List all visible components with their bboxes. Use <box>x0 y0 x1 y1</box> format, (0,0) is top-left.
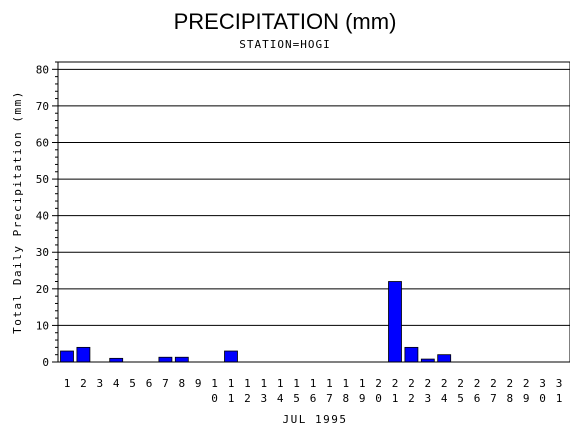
bar-day-8 <box>174 356 189 363</box>
chart-subtitle: STATION=HOGI <box>239 38 330 51</box>
x-tick-label: 7 <box>162 377 169 390</box>
x-tick-label: 5 <box>129 377 136 390</box>
bar-day-2 <box>76 346 91 363</box>
bar-day-21 <box>388 281 402 363</box>
bars <box>60 281 452 363</box>
x-tick-label: 4 <box>113 377 120 390</box>
x-tick-label: 6 <box>146 377 153 390</box>
x-tick-label: 1 <box>64 377 71 390</box>
y-tick-label: 30 <box>36 246 49 259</box>
x-tick-label: 8 <box>178 377 185 390</box>
plot-frame <box>57 61 570 363</box>
y-tick-label: 10 <box>36 319 49 332</box>
bar-day-4 <box>109 357 124 363</box>
x-axis-label: JUL 1995 <box>283 413 348 426</box>
bar-day-1 <box>60 350 74 363</box>
y-tick-label: 20 <box>36 283 49 296</box>
bar-day-7 <box>158 356 173 363</box>
bar-day-22 <box>404 346 419 363</box>
y-tick-label: 40 <box>36 210 49 223</box>
y-tick-label: 80 <box>36 63 49 76</box>
y-tick-label: 60 <box>36 136 49 149</box>
y-axis-label: Total Daily Precipitation (mm) <box>11 90 24 334</box>
y-tick-label: 70 <box>36 100 49 113</box>
x-tick-label: 9 <box>195 377 202 390</box>
x-tick-label: 3 <box>96 377 103 390</box>
x-axis: 1 2 3 4 5 6 7 8 9 1 01 11 21 31 41 51 61 71 81 92 02 12 22 32 42… <box>64 377 563 405</box>
gridlines <box>58 68 570 326</box>
bar-day-24 <box>437 354 452 363</box>
x-tick-label: 2 <box>80 377 87 390</box>
y-tick-label: 50 <box>36 173 49 186</box>
y-tick-label: 0 <box>42 356 49 369</box>
chart-title: PRECIPITATION (mm) <box>174 9 397 34</box>
bar-day-11 <box>224 350 238 363</box>
y-axis: 0 10 20 30 40 50 60 70 80 <box>36 61 58 369</box>
